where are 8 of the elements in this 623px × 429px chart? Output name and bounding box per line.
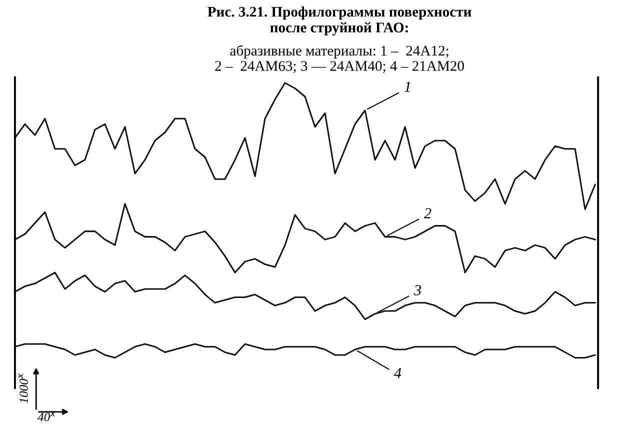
series-label: 3 bbox=[414, 285, 422, 296]
text: 1 bbox=[404, 82, 410, 92]
text: 40$^{x}$ bbox=[38, 412, 56, 422]
series-label: 2 bbox=[424, 208, 432, 218]
series-label: 4 bbox=[394, 368, 402, 378]
chart-title: Рис. 3.21. Профилограммы поверхности после струйной ГАО: bbox=[208, 6, 472, 36]
text: 1000$^{x}$ bbox=[18, 373, 28, 404]
chart-subtitle: абразивные материалы: 1 – 24А12; 2 – 24АМ63; 3 — 24АМ40; 4 – 21АМ20 bbox=[215, 45, 464, 73]
